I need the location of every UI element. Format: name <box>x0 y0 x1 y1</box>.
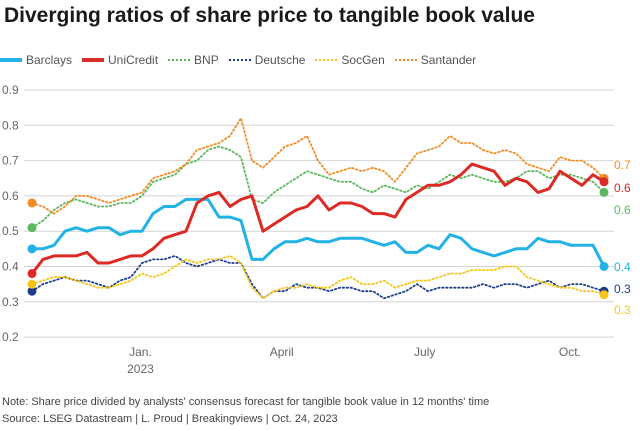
end-label-deutsche: 0.3 <box>614 282 631 296</box>
legend-label: SocGen <box>341 53 385 67</box>
x-tick-label: July <box>414 345 435 359</box>
end-label-barclays: 0.4 <box>614 260 631 274</box>
end-marker-unicredit <box>599 177 609 187</box>
x-tick-label: Jan. <box>129 345 152 359</box>
y-tick-label: 0.4 <box>2 260 19 274</box>
legend-swatch <box>82 58 105 62</box>
legend-item-deutsche: Deutsche <box>228 53 306 67</box>
series-line-bnp <box>31 145 605 229</box>
legend-label: BNP <box>194 53 219 67</box>
start-marker-bnp <box>27 223 37 233</box>
end-marker-bnp <box>599 187 609 197</box>
end-label-unicredit: 0.6 <box>614 181 631 195</box>
legend-item-santander: Santander <box>394 53 477 67</box>
y-tick-label: 0.8 <box>2 118 19 132</box>
start-marker-barclays <box>27 244 37 254</box>
legend-swatch <box>228 59 251 61</box>
x-tick-sublabel: 2023 <box>127 362 154 376</box>
legend-swatch <box>394 59 417 61</box>
start-marker-santander <box>27 198 37 208</box>
legend-item-unicredit: UniCredit <box>82 53 158 67</box>
series-line-barclays <box>32 197 606 268</box>
legend-swatch <box>315 59 338 61</box>
series-line-socgen <box>31 255 605 300</box>
series-line-deutsche <box>31 255 605 300</box>
footnote: Note: Share price divided by analysts' c… <box>2 396 490 408</box>
series-line-santander <box>31 117 605 215</box>
legend-swatch <box>0 58 22 62</box>
y-tick-label: 0.9 <box>2 83 19 97</box>
end-label-santander: 0.7 <box>614 158 631 172</box>
end-label-bnp: 0.6 <box>614 203 631 217</box>
legend-item-bnp: BNP <box>168 53 219 67</box>
legend-item-barclays: Barclays <box>0 53 72 67</box>
legend-swatch <box>168 59 191 61</box>
y-tick-label: 0.3 <box>2 295 19 309</box>
legend-item-socgen: SocGen <box>315 53 385 67</box>
series-line-unicredit <box>30 162 605 275</box>
start-marker-deutsche <box>27 286 37 296</box>
chart-title: Diverging ratios of share price to tangi… <box>4 4 535 27</box>
legend-label: Barclays <box>26 53 73 67</box>
end-marker-barclays <box>599 262 609 271</box>
start-marker-unicredit <box>27 269 37 279</box>
x-tick-label: April <box>270 345 294 359</box>
y-tick-label: 0.2 <box>2 330 19 344</box>
end-label-socgen: 0.3 <box>614 303 631 317</box>
legend: Barclays UniCredit BNP Deutsche SocGen Santan… <box>0 53 476 67</box>
start-marker-socgen <box>27 279 37 289</box>
end-marker-socgen <box>599 290 609 300</box>
legend-label: Santander <box>420 53 477 67</box>
legend-label: Deutsche <box>254 53 306 67</box>
y-tick-label: 0.5 <box>2 224 19 238</box>
y-tick-label: 0.7 <box>2 154 19 168</box>
x-tick-label: Oct. <box>559 345 581 359</box>
y-tick-label: 0.6 <box>2 189 19 203</box>
legend-label: UniCredit <box>108 53 159 67</box>
source-line: Source: LSEG Datastream | L. Proud | Bre… <box>2 413 338 425</box>
